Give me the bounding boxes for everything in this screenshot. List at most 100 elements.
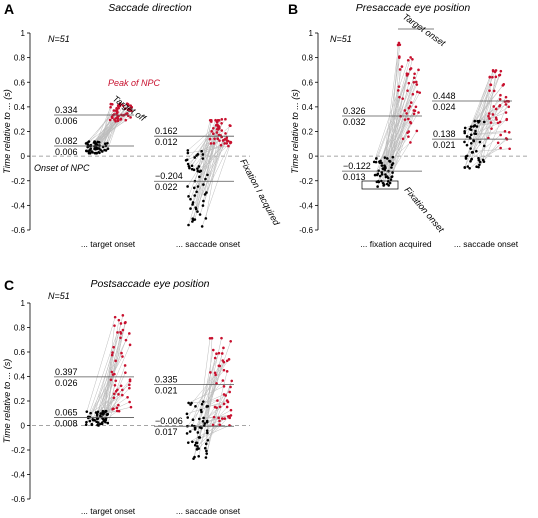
red-point (491, 113, 495, 116)
black-point (203, 422, 207, 425)
black-point (475, 125, 479, 128)
black-point (96, 421, 100, 424)
y-axis-label: Time relative to ... (s) (2, 89, 12, 173)
black-point (95, 413, 99, 417)
y-axis-label: Time relative to ... (s) (2, 359, 12, 443)
connector-line (195, 137, 228, 210)
red-point (225, 405, 229, 409)
red-point (121, 314, 125, 317)
black-point (471, 151, 475, 154)
panel-b: B Presaccade eye position -0.6 -0.4 -0.2 0 0.2… (288, 1, 528, 249)
y-tick-label: -0.6 (11, 495, 25, 504)
black-point (205, 452, 209, 455)
red-point (119, 332, 123, 335)
stat-lower-mean: 0.065 (55, 408, 78, 418)
stat-upper-mean: 0.334 (55, 105, 78, 115)
connector-line (388, 130, 418, 179)
y-tick-label: 0 (21, 422, 26, 431)
red-point (397, 85, 401, 88)
connector-line (99, 112, 118, 143)
red-point (114, 359, 117, 363)
connector-line (105, 322, 126, 412)
black-point (192, 168, 196, 172)
y-tick-label: -0.4 (11, 201, 25, 210)
stat-upper-sem: 0.026 (55, 378, 78, 388)
red-point (111, 407, 114, 411)
y-tick-label: 0.2 (302, 128, 314, 137)
red-point (228, 390, 231, 394)
red-point (222, 393, 226, 396)
y-tick-label: 0 (21, 152, 26, 161)
connector-line (467, 113, 490, 167)
connector-line (99, 104, 113, 149)
black-point (196, 445, 199, 448)
black-point (186, 441, 190, 444)
black-point (204, 177, 207, 181)
black-point (101, 412, 105, 415)
stat-lower-mean: −0.122 (343, 161, 371, 171)
y-tick-label: -0.2 (299, 177, 313, 186)
red-point (401, 97, 404, 100)
red-point (416, 90, 419, 94)
black-point (99, 412, 103, 415)
black-point (87, 151, 91, 155)
red-point (129, 116, 132, 119)
connector-line (383, 83, 410, 186)
red-point (225, 136, 229, 140)
red-point (117, 409, 121, 413)
red-point (208, 336, 212, 340)
red-point (123, 364, 127, 367)
red-point (223, 142, 226, 145)
n-label: N=51 (48, 291, 70, 301)
stat-lower-sem: 0.006 (55, 147, 78, 157)
black-point (205, 419, 209, 423)
y-tick-label: 0.4 (14, 373, 26, 382)
black-point (192, 218, 195, 222)
red-point (220, 118, 224, 121)
red-point (124, 371, 127, 374)
red-point (228, 416, 231, 420)
connector-line (203, 415, 231, 419)
red-point (494, 75, 498, 79)
black-point (463, 131, 467, 135)
black-point (101, 421, 104, 424)
red-point (214, 118, 217, 122)
black-point (193, 194, 197, 197)
y-tick-label: 0.2 (14, 128, 26, 137)
stat-lower-sem: 0.017 (155, 427, 178, 437)
red-point (398, 43, 402, 47)
connector-line (105, 380, 117, 419)
red-point (223, 417, 227, 420)
red-point (222, 346, 225, 350)
red-point (496, 121, 500, 125)
black-point (189, 197, 192, 201)
connector-line (97, 323, 122, 412)
black-point (84, 423, 88, 426)
black-point (85, 420, 88, 424)
red-point (217, 125, 221, 128)
connector-line (91, 347, 114, 425)
red-point (505, 118, 508, 122)
y-tick-label: 0.4 (14, 103, 26, 112)
red-point (110, 102, 114, 106)
red-point (415, 83, 419, 86)
red-point (211, 423, 215, 427)
red-point (492, 105, 496, 108)
red-point (219, 143, 223, 147)
red-point (119, 322, 123, 325)
black-point (201, 204, 205, 207)
connector-line (103, 352, 113, 414)
red-point (412, 76, 416, 80)
black-point (187, 401, 190, 405)
red-point (229, 124, 232, 128)
annotation-onset: Onset of NPC (34, 163, 90, 173)
red-point (409, 120, 412, 124)
red-point (409, 101, 413, 104)
red-point (110, 370, 114, 374)
panel-title: Postsaccade eye position (90, 278, 209, 290)
connector-line (469, 71, 496, 130)
black-point (106, 421, 110, 425)
black-point (198, 436, 202, 439)
black-point (473, 132, 476, 135)
black-point (378, 160, 381, 163)
